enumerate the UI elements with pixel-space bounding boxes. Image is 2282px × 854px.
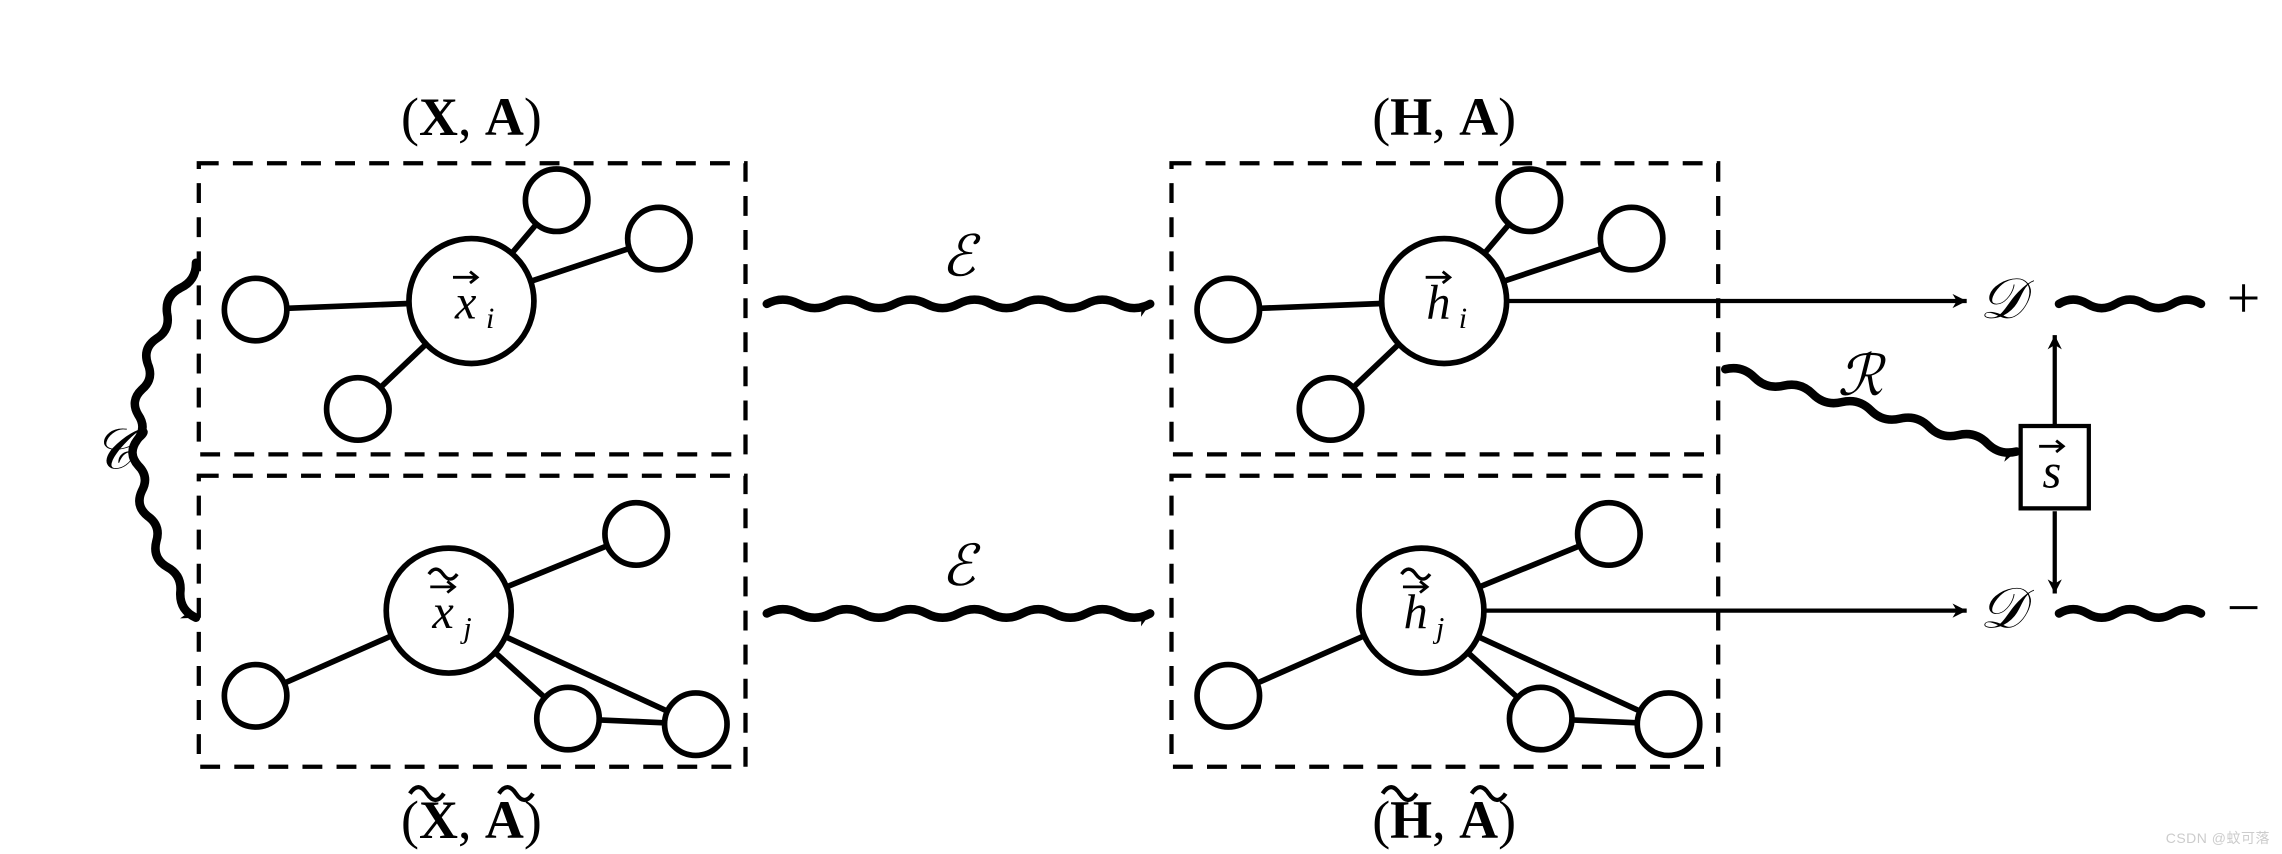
node-label: s [2039, 441, 2063, 499]
svg-text:i: i [1459, 302, 1467, 335]
outcome-sign: + [2227, 265, 2261, 331]
svg-text:s: s [2043, 445, 2062, 498]
small-node [1299, 378, 1361, 440]
svg-text:i: i [486, 302, 494, 335]
small-node [1498, 169, 1560, 231]
op-label: ℰ [941, 225, 981, 288]
graph-p_ha: hi [1197, 169, 1663, 440]
graph-p_xta: xj [224, 503, 727, 756]
panel-label: (H, A) [1372, 87, 1516, 147]
small-node [537, 687, 599, 749]
wavy-enc_top [767, 300, 1150, 309]
small-node [1600, 207, 1662, 269]
graph-p_xa: xi [224, 169, 690, 440]
small-node [1578, 503, 1640, 565]
svg-text:(X, A): (X, A) [401, 87, 542, 147]
op-label: ℰ [941, 535, 981, 598]
decoder-label: 𝒟 [1980, 268, 2035, 331]
small-node [224, 665, 286, 727]
small-node [1637, 693, 1699, 755]
svg-text:h: h [1404, 586, 1428, 639]
small-node [665, 693, 727, 755]
svg-text:h: h [1426, 276, 1450, 329]
wavy-dec_top [2059, 300, 2201, 309]
small-node [1197, 665, 1259, 727]
small-node [224, 278, 286, 340]
diagram-root: (X, A)(X, A)(H, A)(H, A)xixjhihjℰℰ𝒞ℛs𝒟𝒟+… [0, 0, 2282, 854]
panel-label: (X, A) [401, 87, 542, 147]
wavy-enc_bot [767, 609, 1150, 618]
diagram-svg: (X, A)(X, A)(H, A)(H, A)xixjhihjℰℰ𝒞ℛs𝒟𝒟+… [0, 0, 2282, 854]
svg-text:(H, A): (H, A) [1372, 87, 1516, 147]
small-node [1197, 278, 1259, 340]
wavy-dec_bot [2059, 609, 2201, 618]
small-node [628, 207, 690, 269]
svg-text:x: x [431, 586, 454, 639]
decoder-label: 𝒟 [1980, 578, 2035, 641]
watermark: CSDN @蚊可落 [2166, 828, 2270, 848]
wavy-corrupt [132, 263, 195, 618]
panel-label: (X, A) [401, 787, 542, 850]
small-node [525, 169, 587, 231]
small-node [327, 378, 389, 440]
graph-p_hta: hj [1197, 503, 1700, 756]
op-label: ℛ [1838, 345, 1887, 408]
small-node [1509, 687, 1571, 749]
outcome-sign: − [2227, 575, 2261, 641]
svg-text:x: x [454, 276, 477, 329]
panel-label: (H, A) [1372, 787, 1516, 850]
small-node [605, 503, 667, 565]
